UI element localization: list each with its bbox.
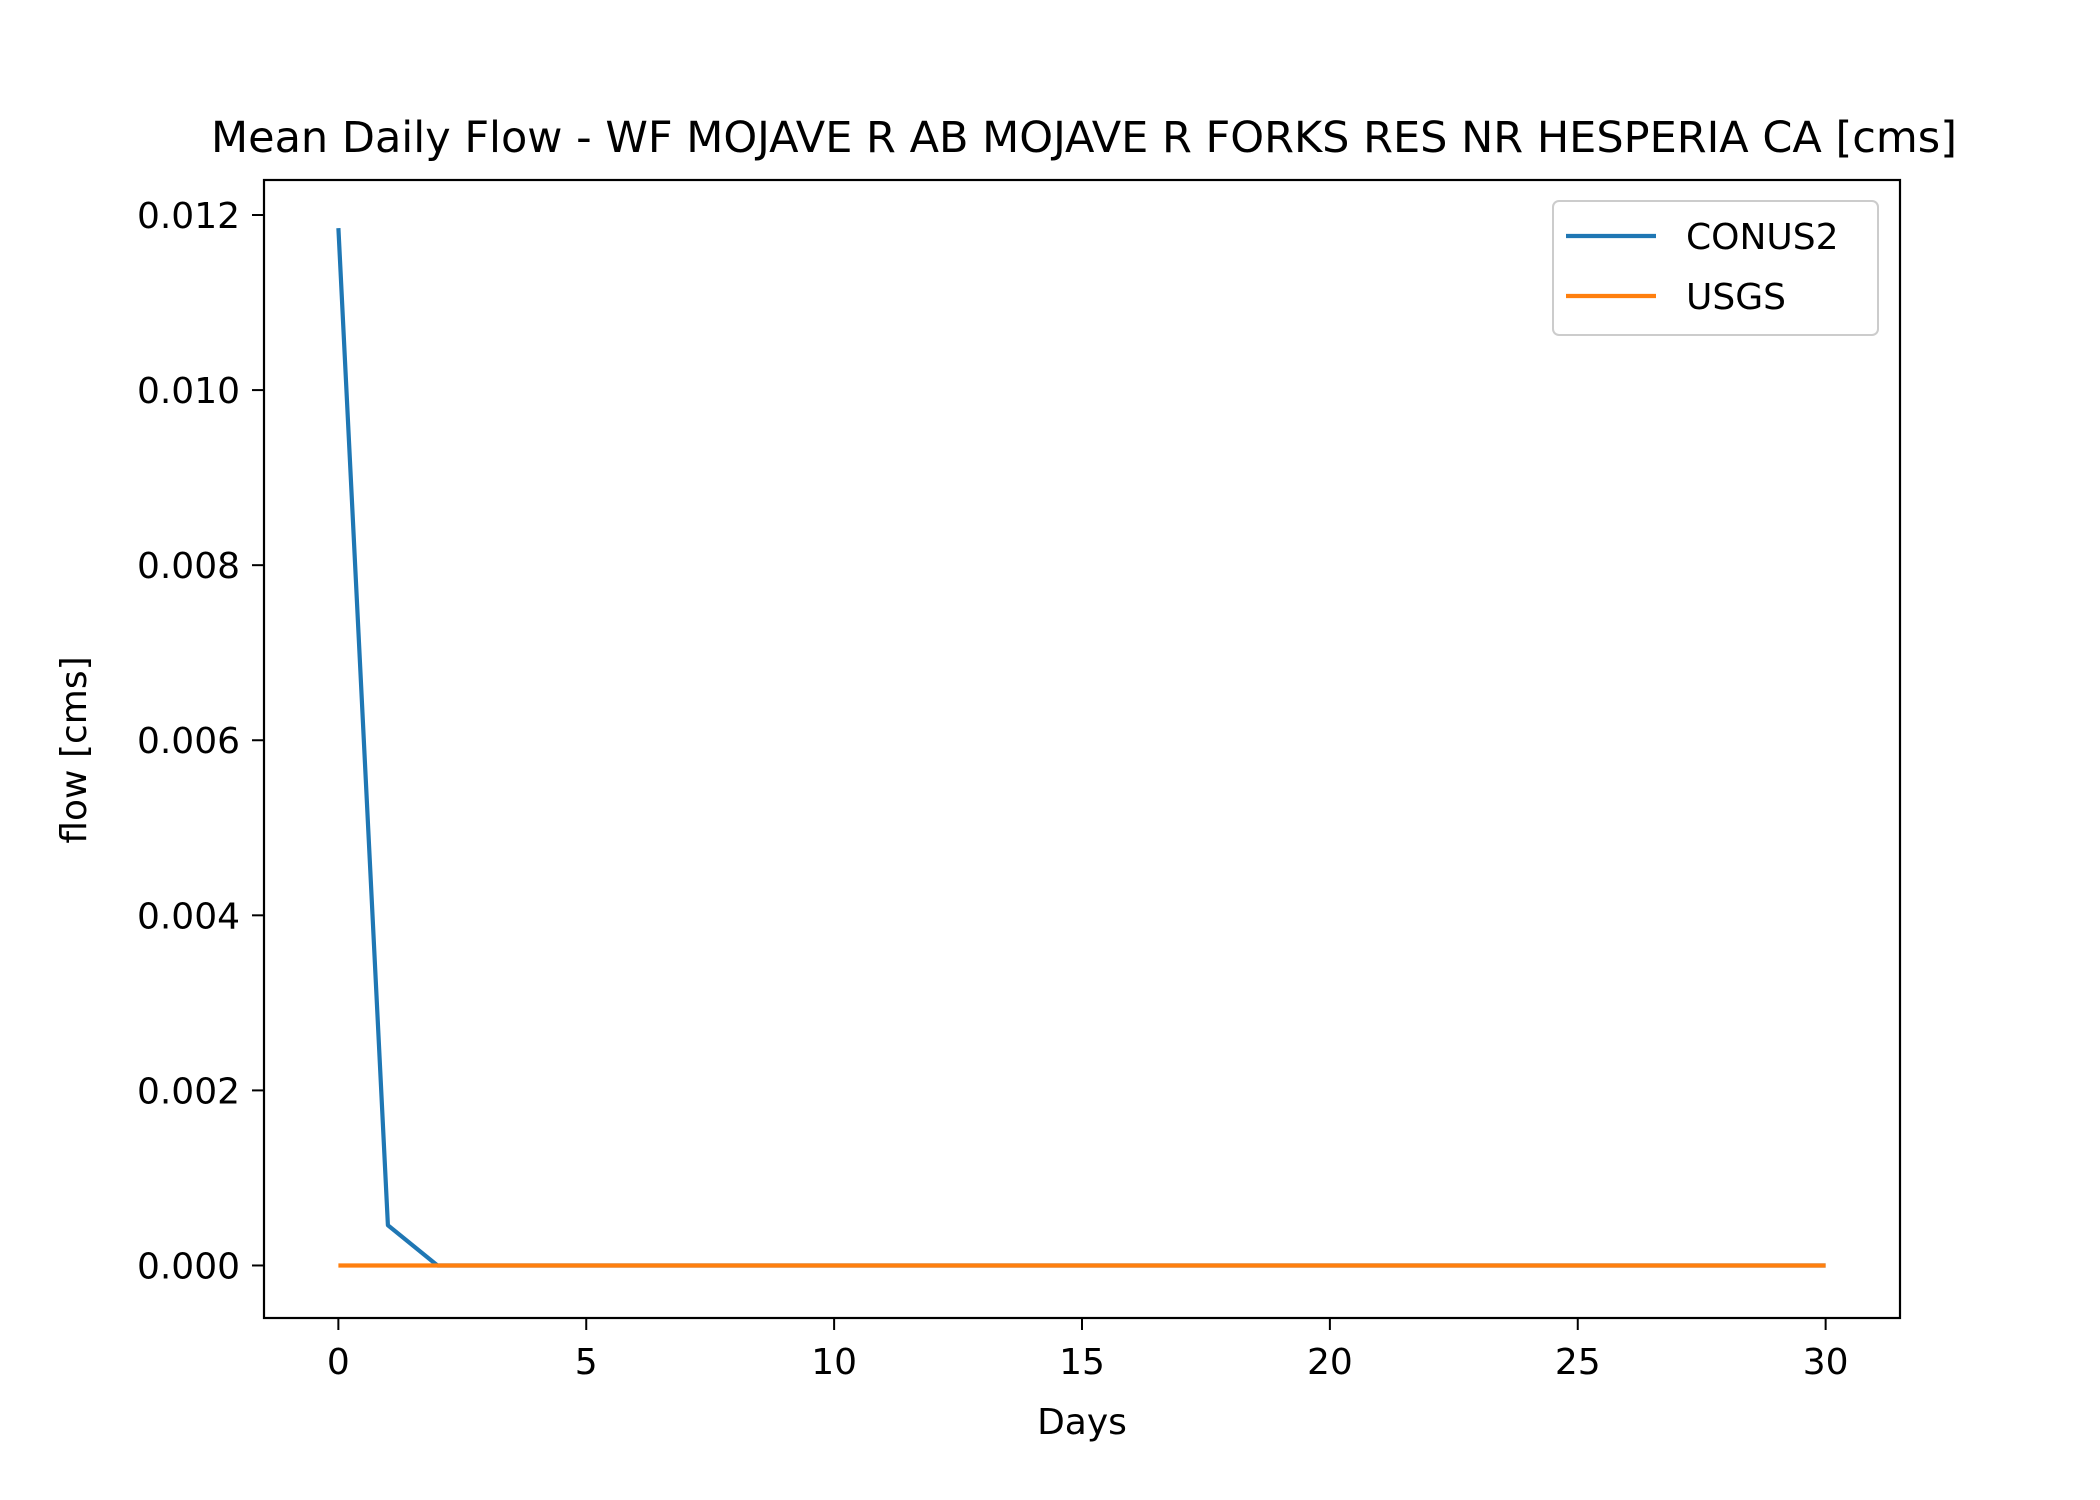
legend-label-conus2: CONUS2 [1686,217,1839,258]
plot-area-frame [262,178,1902,1320]
x-axis-label: Days [1037,1402,1127,1443]
chart-title: Mean Daily Flow - WF MOJAVE R AB MOJAVE … [211,113,1957,163]
y-axis-ticks: 0.000 0.002 0.004 0.006 0.008 0.010 0.012 [137,196,264,1287]
x-tick-label: 20 [1307,1342,1353,1383]
legend: CONUS2 USGS [1552,200,1879,336]
x-tick-label: 5 [575,1342,598,1383]
y-tick-label: 0.008 [137,546,240,587]
x-tick-label: 15 [1059,1342,1105,1383]
y-tick-label: 0.004 [137,896,240,937]
x-tick-label: 10 [811,1342,857,1383]
y-tick-label: 0.010 [137,371,240,412]
series-layer [336,227,1826,1268]
y-tick-label: 0.002 [137,1071,240,1112]
x-tick-label: 0 [327,1342,350,1383]
y-axis-label: flow [cms] [54,656,95,843]
x-tick-label: 25 [1555,1342,1601,1383]
y-tick-label: 0.012 [137,196,240,237]
y-tick-label: 0.006 [137,721,240,762]
legend-label-usgs: USGS [1686,277,1786,318]
y-tick-label: 0.000 [137,1246,240,1287]
x-tick-label: 30 [1803,1342,1849,1383]
x-axis-ticks: 0 5 10 15 20 25 30 [327,1318,1849,1383]
